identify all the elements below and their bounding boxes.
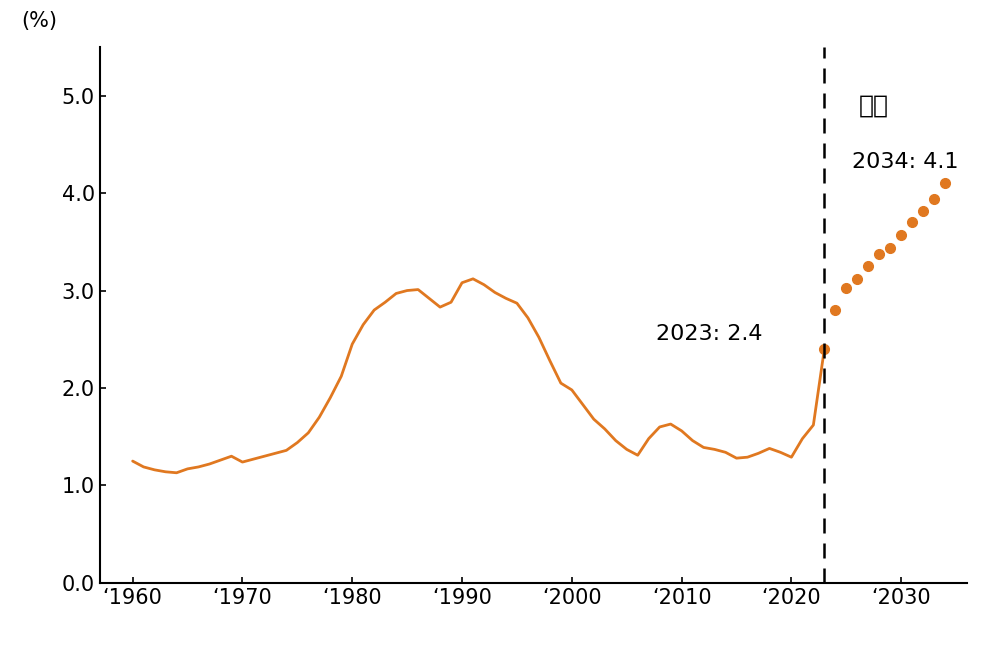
Text: 2023: 2.4: 2023: 2.4 [656,324,763,344]
Text: 2034: 4.1: 2034: 4.1 [851,152,958,172]
Text: 전망: 전망 [858,93,888,117]
Y-axis label: (%): (%) [21,11,57,31]
